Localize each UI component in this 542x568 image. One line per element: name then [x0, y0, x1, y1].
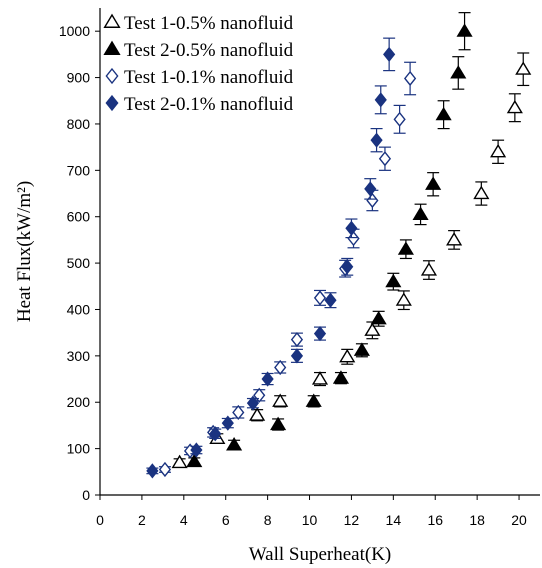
- data-point: [146, 463, 159, 479]
- data-point: [171, 454, 188, 469]
- x-tick-label: 10: [302, 512, 318, 528]
- legend-label: Test 2-0.5% nanofluid: [124, 40, 294, 61]
- data-point: [446, 232, 463, 246]
- data-point: [332, 370, 350, 384]
- x-tick-label: 14: [386, 512, 402, 528]
- data-point: [324, 292, 337, 308]
- data-point: [186, 453, 203, 468]
- data-point: [403, 70, 417, 87]
- data-point: [290, 332, 304, 348]
- data-point: [353, 342, 370, 356]
- x-tick-label: 18: [469, 512, 485, 528]
- y-tick-label: 0: [82, 487, 90, 503]
- legend-marker: [103, 13, 121, 28]
- data-point: [311, 371, 329, 385]
- data-point: [158, 461, 172, 478]
- x-tick-label: 6: [222, 512, 230, 528]
- y-axis-ticks: 0 100 200 300 400 500 600 700 800 900 1000: [59, 23, 100, 503]
- data-point: [420, 262, 438, 276]
- legend: Test 1-0.5% nanofluid Test 2-0.5% nanoflu…: [103, 13, 294, 115]
- data-point: [341, 259, 354, 275]
- y-tick-label: 900: [67, 70, 91, 86]
- data-point: [221, 415, 234, 431]
- data-point: [232, 404, 245, 421]
- data-point: [190, 442, 203, 458]
- data-point: [253, 387, 266, 403]
- x-tick-label: 4: [180, 512, 188, 528]
- data-point: [249, 407, 266, 421]
- data-point: [246, 395, 260, 411]
- x-tick-label: 20: [511, 512, 527, 528]
- plot-area: [99, 8, 540, 496]
- data-point: [261, 371, 274, 387]
- x-tick-label: 8: [264, 512, 272, 528]
- data-point: [226, 437, 243, 451]
- data-point: [383, 46, 396, 63]
- x-axis-title: Wall Superheat(K): [249, 544, 392, 565]
- y-axis-title: Heat Flux(kW/m²): [14, 181, 35, 322]
- data-point: [378, 151, 392, 167]
- series-4: [146, 37, 396, 479]
- data-point: [473, 185, 490, 200]
- series-2: [186, 12, 473, 468]
- data-point: [393, 111, 406, 127]
- y-tick-label: 100: [67, 441, 91, 457]
- y-tick-label: 800: [67, 116, 91, 132]
- legend-marker: [103, 40, 121, 55]
- data-point: [209, 426, 222, 442]
- x-tick-label: 2: [138, 512, 146, 528]
- x-tick-label: 16: [427, 512, 443, 528]
- legend-label: Test 1-0.1% nanofluid: [124, 67, 294, 88]
- data-point: [274, 359, 287, 376]
- data-point: [395, 292, 412, 306]
- y-tick-label: 300: [67, 348, 91, 364]
- legend-marker: [105, 94, 119, 112]
- data-point: [339, 348, 356, 363]
- data-point: [370, 132, 383, 148]
- data-markers: [146, 12, 532, 479]
- data-point: [313, 325, 327, 342]
- data-point: [397, 241, 414, 255]
- data-point: [270, 416, 287, 431]
- y-tick-label: 600: [67, 209, 91, 225]
- x-axis-ticks: 0 2 4 6 8 10 12 14 16 18 20: [96, 495, 527, 528]
- data-point: [290, 348, 304, 364]
- series-3: [158, 61, 417, 478]
- data-point: [450, 65, 467, 79]
- legend-marker: [105, 67, 119, 85]
- series-1: [171, 52, 532, 469]
- data-point: [364, 181, 377, 197]
- x-tick-label: 12: [344, 512, 360, 528]
- x-tick-label: 0: [96, 512, 104, 528]
- data-point: [313, 290, 327, 306]
- data-point: [490, 143, 507, 158]
- y-tick-label: 400: [67, 301, 91, 317]
- data-point: [272, 393, 289, 407]
- data-point: [364, 322, 381, 336]
- legend-label: Test 2-0.1% nanofluid: [124, 94, 294, 115]
- data-point: [425, 176, 442, 190]
- data-point: [345, 220, 358, 236]
- y-tick-label: 500: [67, 255, 91, 271]
- legend-label: Test 1-0.5% nanofluid: [124, 13, 294, 34]
- data-point: [456, 23, 473, 37]
- data-point: [370, 310, 387, 325]
- data-point: [435, 106, 452, 121]
- data-point: [412, 206, 429, 220]
- data-point: [385, 273, 402, 288]
- y-tick-label: 1000: [59, 23, 90, 39]
- data-point: [515, 61, 532, 75]
- data-point: [366, 192, 379, 209]
- data-point: [374, 92, 387, 108]
- data-point: [506, 99, 523, 114]
- y-tick-label: 700: [67, 162, 91, 178]
- y-tick-label: 200: [67, 394, 91, 410]
- data-point: [305, 393, 322, 407]
